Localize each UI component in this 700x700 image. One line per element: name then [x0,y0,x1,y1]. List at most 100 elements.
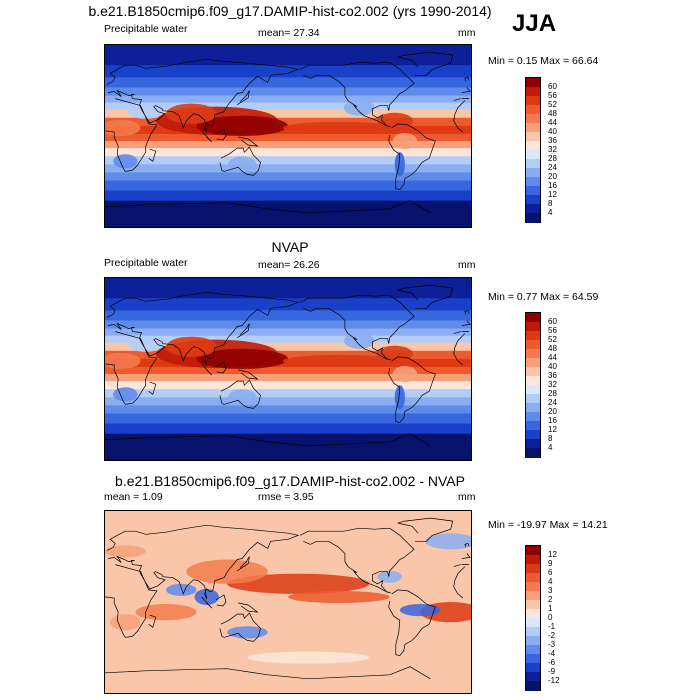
map-panel-diff [104,510,472,694]
colorbar-tick-label: 56 [548,326,557,335]
panel-minmax-obs: Min = 0.77 Max = 64.59 [488,291,599,303]
panel-title-obs: NVAP [271,239,309,255]
panel-minmax-model: Min = 0.15 Max = 66.64 [488,55,599,67]
colorbar-tick-label: 12 [548,190,557,199]
colorbar-tick-label: 48 [548,109,557,118]
panel-mean-model: mean= 27.34 [258,27,320,39]
colorbar-swatch [526,421,540,431]
colorbar-swatch [526,186,540,196]
colorbar-tick-label: 6 [548,568,553,577]
colorbar-swatch [526,564,540,574]
colorbar-swatch [526,555,540,565]
colorbar-tick-label: 24 [548,163,557,172]
panel-units-diff: mm [458,491,476,503]
colorbar-swatch [526,403,540,413]
colorbar-swatch [526,349,540,359]
colorbar-tick-label: 36 [548,371,557,380]
colorbar-tick-label: 48 [548,344,557,353]
colorbar-swatch [526,168,540,178]
colorbar-tick-label: 20 [548,407,557,416]
colorbar-tick-label: 60 [548,317,557,326]
colorbar-tick-label: 4 [548,577,553,586]
colorbar-swatch [526,123,540,133]
colorbar-tick-label: -3 [548,640,556,649]
colorbar-tick-label: 44 [548,353,557,362]
colorbar-swatch [526,591,540,601]
colorbar-tick-label: 20 [548,172,557,181]
colorbar-tick-label: 32 [548,380,557,389]
colorbar-swatch [526,340,540,350]
colorbar-swatch [526,141,540,151]
colorbar-swatch [526,636,540,646]
colorbar-swatch [526,213,540,223]
colorbar-tick-label: 52 [548,100,557,109]
panel-units-obs: mm [458,259,476,271]
colorbar-swatch [526,645,540,655]
colorbar-swatch [526,105,540,115]
colorbar-tick-label: 60 [548,82,557,91]
colorbar-swatch [526,654,540,664]
colorbar-swatch [526,114,540,124]
colorbar-model [525,77,541,223]
colorbar-swatch [526,609,540,619]
colorbar-tick-label: 12 [548,550,557,559]
colorbar-swatch [526,439,540,449]
colorbar-tick-label: 16 [548,416,557,425]
map-field [105,278,471,460]
colorbar-swatch [526,618,540,628]
colorbar-tick-label: 4 [548,208,553,217]
colorbar-obs [525,312,541,458]
colorbar-swatch [526,367,540,377]
colorbar-swatch [526,322,540,332]
colorbar-tick-label: 40 [548,127,557,136]
colorbar-tick-label: 24 [548,398,557,407]
colorbar-swatch [526,159,540,169]
colorbar-tick-label: 16 [548,181,557,190]
colorbar-tick-label: 32 [548,145,557,154]
map-panel-model [104,44,472,228]
coastline [105,517,471,680]
colorbar-tick-label: 0 [548,613,553,622]
colorbar-swatch [526,600,540,610]
colorbar-swatch [526,582,540,592]
colorbar-swatch [526,394,540,404]
colorbar-tick-label: 56 [548,91,557,100]
colorbar-swatch [526,385,540,395]
colorbar-tick-label: -2 [548,631,556,640]
colorbar-tick-label: 9 [548,559,553,568]
panel-rmse-diff: rmse = 3.95 [258,491,314,503]
panel-mean-obs: mean= 26.26 [258,259,320,271]
colorbar-tick-label: -6 [548,658,556,667]
colorbar-tick-label: 1 [548,604,553,613]
season-label: JJA [512,10,557,37]
panel-title-diff: b.e21.B1850cmip6.f09_g17.DAMIP-hist-co2.… [115,473,465,489]
colorbar-swatch [526,204,540,214]
colorbar-swatch [526,358,540,368]
colorbar-swatch [526,313,540,323]
colorbar-swatch [526,546,540,556]
colorbar-tick-label: -1 [548,622,556,631]
colorbar-swatch [526,627,540,637]
colorbar-swatch [526,96,540,106]
colorbar-swatch [526,412,540,422]
coastline [105,51,471,214]
colorbar-swatch [526,195,540,205]
colorbar-tick-label: 52 [548,335,557,344]
colorbar-swatch [526,672,540,682]
colorbar-tick-label: 4 [548,443,553,452]
panel-mean-diff: mean = 1.09 [104,491,163,503]
map-field [105,45,471,227]
colorbar-swatch [526,78,540,88]
panel-units-model: mm [458,27,476,39]
colorbar-tick-label: 2 [548,595,553,604]
colorbar-tick-label: 8 [548,199,553,208]
colorbar-diff [525,545,541,691]
colorbar-swatch [526,448,540,458]
map-field [105,511,471,693]
panel-minmax-diff: Min = -19.97 Max = 14.21 [488,519,608,531]
colorbar-tick-label: 8 [548,434,553,443]
coastline [105,284,471,447]
colorbar-swatch [526,177,540,187]
colorbar-swatch [526,87,540,97]
panel-left-label-model: Precipitable water [104,23,188,35]
